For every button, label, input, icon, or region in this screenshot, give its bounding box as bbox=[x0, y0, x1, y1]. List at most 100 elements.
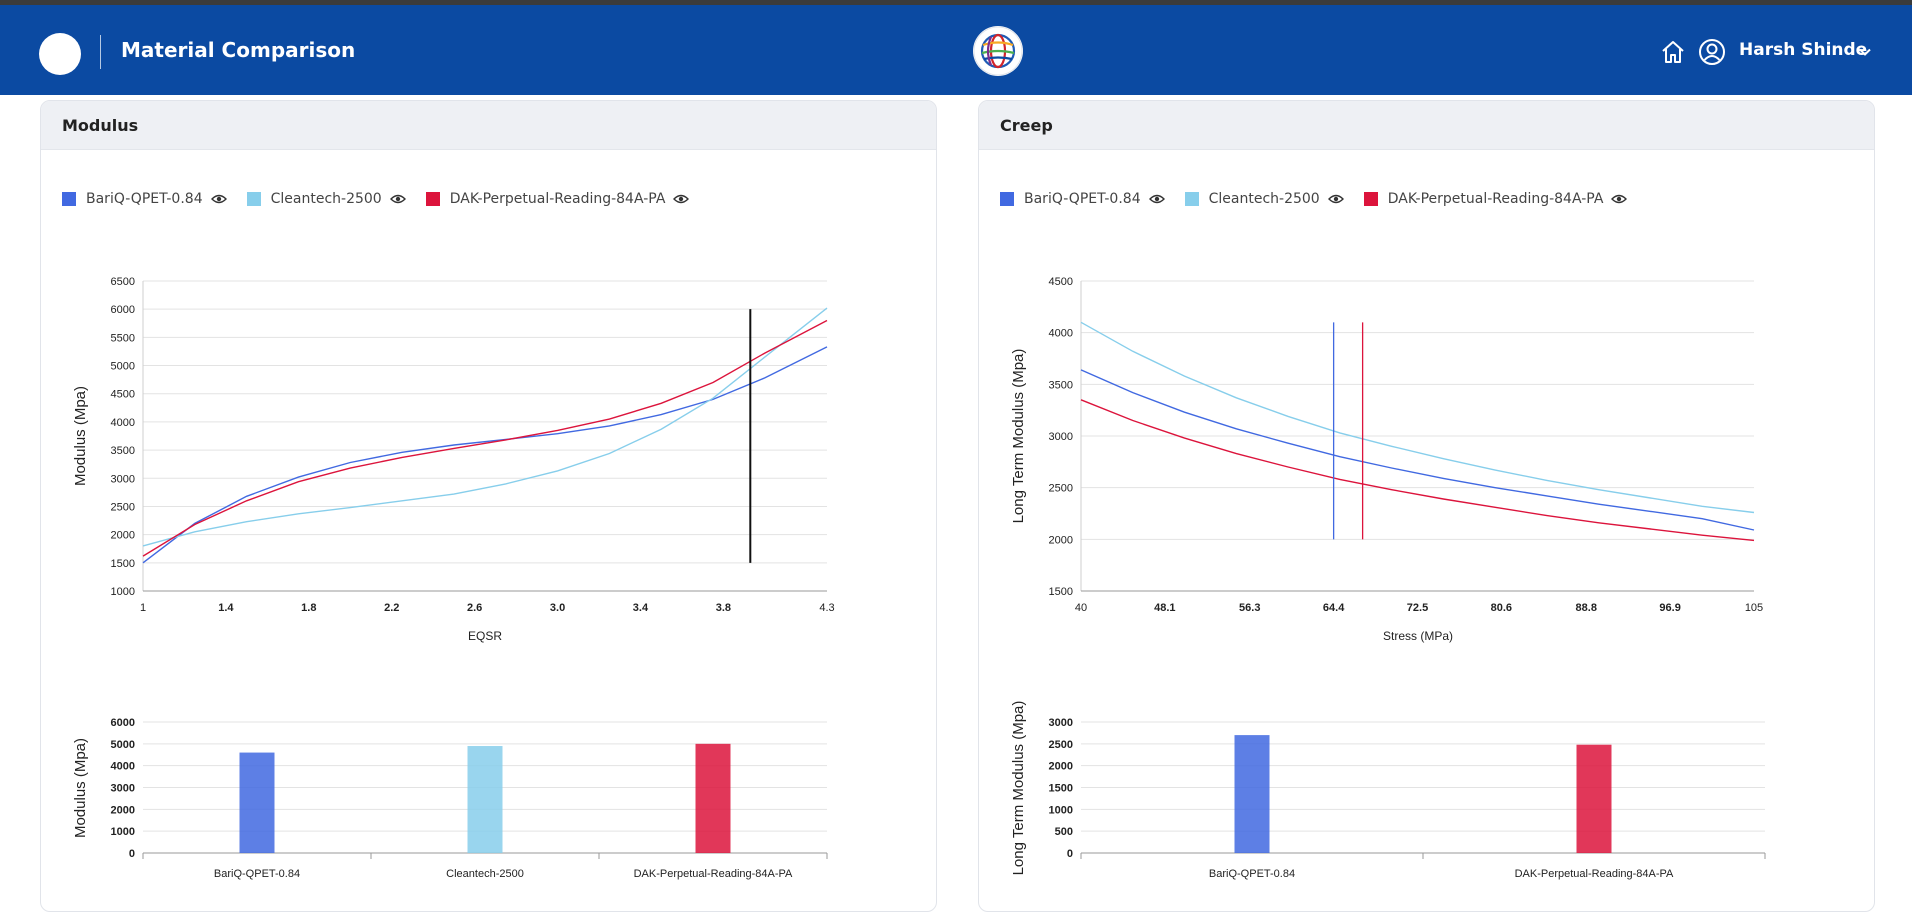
user-name[interactable]: Harsh Shinde bbox=[1739, 40, 1868, 60]
page-title: Material Comparison bbox=[121, 38, 356, 62]
user-avatar-icon[interactable] bbox=[1698, 38, 1726, 66]
legend-item-cleantech[interactable]: Cleantech-2500 bbox=[246, 191, 406, 207]
x-tick-label: 3.4 bbox=[633, 602, 649, 614]
y-tick-label: 4500 bbox=[111, 389, 135, 401]
y-tick-label: 5500 bbox=[111, 332, 135, 344]
y-tick-label: 2000 bbox=[1049, 761, 1073, 773]
y-tick-label: 2500 bbox=[111, 501, 135, 513]
bar-BariQ-QPET-0.84 bbox=[239, 752, 275, 853]
x-axis-label: Stress (MPa) bbox=[1383, 629, 1453, 643]
y-tick-label: 2000 bbox=[111, 804, 135, 816]
legend-label-dak: DAK-Perpetual-Reading-84A-PA bbox=[449, 191, 666, 207]
legend-item-bariq[interactable]: BariQ-QPET-0.84 bbox=[62, 191, 227, 207]
app-header: Material Comparison Harsh Shinde bbox=[0, 5, 1912, 95]
creep-card-title: Creep bbox=[979, 101, 1874, 150]
creep-card: Creep BariQ-QPET-0.84 Cleantech-2500 DAK… bbox=[978, 100, 1875, 912]
x-tick-label: 3.8 bbox=[716, 602, 731, 614]
y-tick-label: 2000 bbox=[111, 530, 135, 542]
series-line-Cleantech-2500 bbox=[1080, 321, 1755, 514]
y-tick-label: 3500 bbox=[1049, 379, 1073, 391]
y-tick-label: 6500 bbox=[111, 276, 135, 288]
y-tick-label: 6000 bbox=[111, 717, 135, 729]
bar-Cleantech-2500 bbox=[467, 746, 503, 853]
home-icon[interactable] bbox=[1660, 39, 1686, 65]
x-tick-label: 40 bbox=[1075, 602, 1087, 614]
y-tick-label: 2000 bbox=[1049, 534, 1073, 546]
x-tick-label: BariQ-QPET-0.84 bbox=[214, 868, 300, 880]
series-line-DAK-Perpetual-Reading-84A-PA bbox=[1080, 399, 1755, 542]
legend-swatch-bariq bbox=[62, 192, 76, 206]
x-tick-label: DAK-Perpetual-Reading-84A-PA bbox=[634, 868, 793, 880]
x-tick-label: 56.3 bbox=[1239, 602, 1260, 614]
y-tick-label: 3000 bbox=[1049, 717, 1073, 729]
y-tick-label: 4000 bbox=[111, 761, 135, 773]
bar-BariQ-QPET-0.84 bbox=[1234, 735, 1270, 853]
legend-swatch-bariq bbox=[1000, 192, 1014, 206]
series-line-Cleantech-2500 bbox=[142, 307, 828, 547]
eye-icon[interactable] bbox=[210, 193, 227, 205]
legend-item-dak[interactable]: DAK-Perpetual-Reading-84A-PA bbox=[425, 191, 690, 207]
y-tick-label: 1500 bbox=[111, 558, 135, 570]
legend-swatch-cleantech bbox=[1184, 192, 1199, 206]
y-tick-label: 3000 bbox=[111, 473, 135, 485]
x-tick-label: Cleantech-2500 bbox=[446, 868, 524, 880]
x-tick-label: BariQ-QPET-0.84 bbox=[1209, 868, 1295, 880]
legend-item-bariq[interactable]: BariQ-QPET-0.84 bbox=[1000, 191, 1165, 207]
y-tick-label: 2500 bbox=[1049, 739, 1073, 751]
creep-legend: BariQ-QPET-0.84 Cleantech-2500 DAK-Perpe… bbox=[1000, 191, 1647, 207]
x-tick-label: 4.3 bbox=[819, 602, 834, 614]
eye-icon[interactable] bbox=[1327, 193, 1344, 205]
y-tick-label: 4000 bbox=[1049, 328, 1073, 340]
bar-DAK-Perpetual-Reading-84A-PA bbox=[695, 743, 731, 853]
y-tick-label: 1500 bbox=[1049, 783, 1073, 795]
y-tick-label: 2500 bbox=[1049, 483, 1073, 495]
series-line-BariQ-QPET-0.84 bbox=[1080, 369, 1755, 531]
legend-swatch-cleantech bbox=[246, 192, 261, 206]
y-tick-label: 0 bbox=[1067, 848, 1073, 860]
bar-DAK-Perpetual-Reading-84A-PA bbox=[1576, 744, 1612, 853]
y-tick-label: 1000 bbox=[1049, 804, 1073, 816]
legend-label-cleantech: Cleantech-2500 bbox=[1208, 191, 1320, 207]
legend-item-cleantech[interactable]: Cleantech-2500 bbox=[1184, 191, 1344, 207]
y-tick-label: 4500 bbox=[1049, 276, 1073, 288]
x-axis-label: EQSR bbox=[468, 629, 502, 643]
legend-label-bariq: BariQ-QPET-0.84 bbox=[86, 191, 203, 207]
eye-icon[interactable] bbox=[389, 193, 406, 205]
x-tick-label: 3.0 bbox=[550, 602, 565, 614]
y-axis-label: Long Term Modulus (Mpa) bbox=[1010, 349, 1027, 524]
y-tick-label: 3000 bbox=[111, 783, 135, 795]
y-axis-label: Modulus (Mpa) bbox=[72, 386, 89, 486]
y-tick-label: 1500 bbox=[1049, 586, 1073, 598]
series-line-DAK-Perpetual-Reading-84A-PA bbox=[142, 319, 828, 557]
x-tick-label: 80.6 bbox=[1491, 602, 1512, 614]
eye-icon[interactable] bbox=[1611, 193, 1628, 205]
x-tick-label: 48.1 bbox=[1154, 602, 1175, 614]
legend-item-dak[interactable]: DAK-Perpetual-Reading-84A-PA bbox=[1363, 191, 1628, 207]
window-top-strip bbox=[0, 0, 1912, 5]
x-tick-label: 88.8 bbox=[1576, 602, 1597, 614]
y-tick-label: 1000 bbox=[111, 826, 135, 838]
eye-icon[interactable] bbox=[673, 193, 690, 205]
modulus-legend: BariQ-QPET-0.84 Cleantech-2500 DAK-Perpe… bbox=[62, 191, 709, 207]
legend-label-cleantech: Cleantech-2500 bbox=[270, 191, 382, 207]
y-tick-label: 500 bbox=[1055, 826, 1073, 838]
modulus-card-title: Modulus bbox=[41, 101, 936, 150]
y-tick-label: 3500 bbox=[111, 445, 135, 457]
eye-icon[interactable] bbox=[1148, 193, 1165, 205]
y-axis-label: Modulus (Mpa) bbox=[72, 738, 89, 838]
x-tick-label: 64.4 bbox=[1323, 602, 1345, 614]
chevron-down-icon[interactable] bbox=[1858, 45, 1872, 59]
x-tick-label: 2.2 bbox=[384, 602, 399, 614]
x-tick-label: 105 bbox=[1745, 602, 1763, 614]
app-logo[interactable] bbox=[39, 33, 81, 75]
y-tick-label: 5000 bbox=[111, 739, 135, 751]
series-line-BariQ-QPET-0.84 bbox=[142, 346, 828, 564]
y-axis-label: Long Term Modulus (Mpa) bbox=[1010, 701, 1027, 876]
x-tick-label: 1.4 bbox=[218, 602, 234, 614]
x-tick-label: 1.8 bbox=[301, 602, 316, 614]
legend-label-dak: DAK-Perpetual-Reading-84A-PA bbox=[1387, 191, 1604, 207]
y-tick-label: 6000 bbox=[111, 304, 135, 316]
y-tick-label: 5000 bbox=[111, 361, 135, 373]
x-tick-label: DAK-Perpetual-Reading-84A-PA bbox=[1515, 868, 1674, 880]
legend-label-bariq: BariQ-QPET-0.84 bbox=[1024, 191, 1141, 207]
